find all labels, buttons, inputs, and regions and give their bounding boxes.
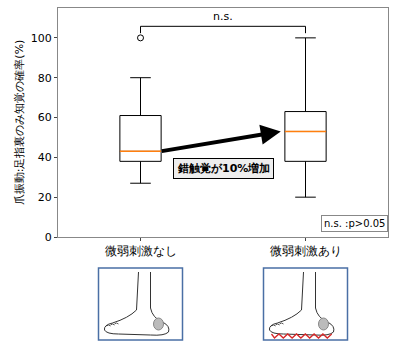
svg-text:微弱刺激なし: 微弱刺激なし (105, 244, 177, 258)
svg-text:0: 0 (45, 231, 52, 244)
svg-text:20: 20 (38, 191, 52, 204)
svg-text:80: 80 (38, 72, 52, 85)
svg-text:爪振動:足指裏のみ知覚の確率(%): 爪振動:足指裏のみ知覚の確率(%) (13, 40, 26, 206)
svg-text:錯触覚が10%増加: 錯触覚が10%増加 (177, 162, 270, 175)
svg-text:40: 40 (38, 151, 52, 164)
svg-text:60: 60 (38, 111, 52, 124)
svg-text:100: 100 (31, 32, 52, 45)
svg-text:n.s. :p>0.05: n.s. :p>0.05 (324, 218, 385, 229)
svg-text:n.s.: n.s. (213, 10, 233, 23)
svg-text:微弱刺激あり: 微弱刺激あり (270, 244, 342, 258)
